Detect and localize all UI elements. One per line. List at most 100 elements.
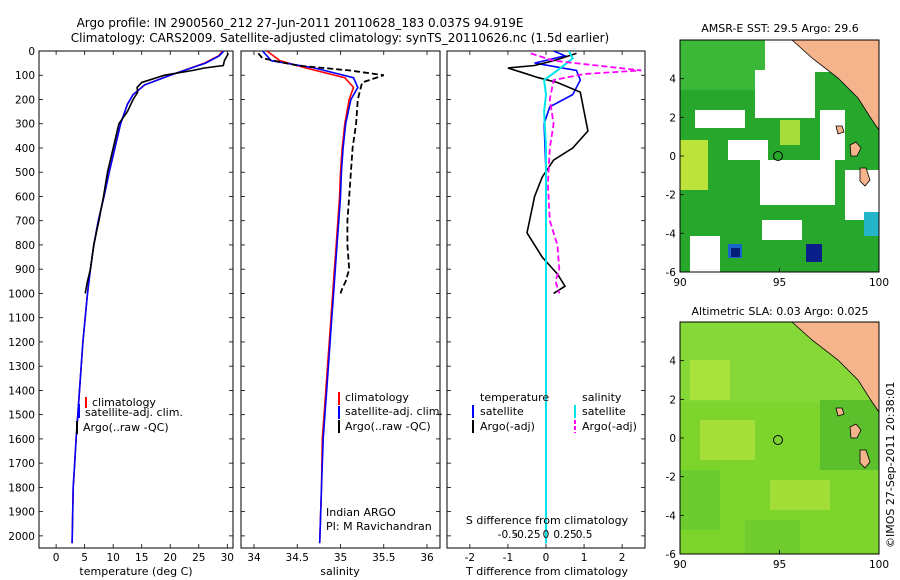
x-tick-label: 36 <box>420 552 434 564</box>
sst-cloud-mask <box>820 110 845 160</box>
salinity-axes-frame <box>240 50 441 549</box>
sst-cloud-mask <box>690 236 720 272</box>
island-land <box>849 141 862 157</box>
y-tick-label: 100 <box>15 70 35 82</box>
x-tick-label: 0 <box>53 552 60 564</box>
legend-s-satellite-label: satellite <box>582 405 626 418</box>
x-tick-label: 2 <box>619 552 626 564</box>
series-s-argo-adj- <box>530 52 642 294</box>
map-x-tick-label: 90 <box>673 277 686 289</box>
y-tick-label: 0 <box>28 46 35 58</box>
map-y-tick-label: 2 <box>669 112 676 124</box>
series-satellite-adj-clim- <box>262 51 359 544</box>
legend-argo-label: Argo(..raw -QC) <box>345 420 431 433</box>
map-y-tick-label: 2 <box>669 394 676 406</box>
legend-climatology-label: climatology <box>345 391 409 404</box>
sst-cloud-mask <box>728 140 768 160</box>
sla-high-patch <box>690 360 730 400</box>
series-argo-raw-qc- <box>84 53 230 294</box>
y-tick-label: 400 <box>15 143 35 155</box>
island-land <box>835 125 845 135</box>
legend-satellite-label: satellite-adj. clim. <box>85 406 183 419</box>
map-y-tick-label: 4 <box>669 356 676 368</box>
y-tick-label: 500 <box>15 167 35 179</box>
y-tick-label: 1500 <box>8 410 35 422</box>
series-s-satellite <box>543 51 574 544</box>
sla-field-patch <box>680 470 720 530</box>
figure-title-line1: Argo profile: IN 2900560_212 27-Jun-2011… <box>77 16 524 30</box>
sst-warm-patch <box>780 120 800 145</box>
y-tick-label: 2000 <box>8 531 35 543</box>
map-y-tick-label: -4 <box>666 228 677 240</box>
map-y-tick-label: -2 <box>666 472 676 484</box>
y-tick-label: 800 <box>15 240 35 252</box>
map-x-tick-label: 95 <box>773 559 786 571</box>
x-tick-label: 35 <box>334 552 347 564</box>
y-tick-label: 1600 <box>8 434 35 446</box>
argo-location-marker <box>773 435 783 445</box>
x-tick-label: 35.5 <box>372 552 395 564</box>
salinity-legend: climatology satellite-adj. clim. Argo(..… <box>338 391 443 433</box>
sst-cloud-mask <box>755 70 815 118</box>
y-tick-label: 1300 <box>8 361 35 373</box>
island-land <box>849 423 862 439</box>
legend-satellite-label: satellite-adj. clim. <box>345 405 443 418</box>
legend-t-satellite-label: satellite <box>480 405 524 418</box>
argo-location-marker <box>773 151 783 161</box>
map-y-tick-label: 4 <box>669 74 676 86</box>
sst-cloud-mask <box>760 160 835 205</box>
island-land <box>859 167 871 187</box>
x-tick-label: 34 <box>247 552 261 564</box>
y-tick-label: 1800 <box>8 482 35 494</box>
legend-temperature-heading: temperature <box>480 391 549 404</box>
y-tick-label: 1400 <box>8 385 35 397</box>
y-tick-label: 1700 <box>8 458 35 470</box>
island-land <box>835 407 845 417</box>
x-tick-label: 15 <box>135 552 148 564</box>
imos-credit: ©IMOS 27-Sep-2011 20:38:01 <box>884 382 897 548</box>
map-x-tick-label: 95 <box>773 277 786 289</box>
map-x-tick-label: 100 <box>869 277 889 289</box>
temperature-panel: 0100200300400500600700800900100011001200… <box>8 46 234 578</box>
map-y-tick-label: -2 <box>666 190 676 202</box>
sumatra-land <box>791 40 879 131</box>
s-diff-tick-label: 0.25 <box>553 529 576 541</box>
legend-salinity-heading: salinity <box>582 391 622 404</box>
y-tick-label: 200 <box>15 94 35 106</box>
series-climatology <box>266 51 355 544</box>
legend-s-argo-label: Argo(-adj) <box>582 420 637 433</box>
map-y-tick-label: -6 <box>666 549 677 561</box>
y-tick-label: 700 <box>15 216 35 228</box>
annotation-pi: PI: M Ravichandran <box>326 520 432 533</box>
x-tick-label: 5 <box>81 552 88 564</box>
sla-high-patch <box>700 420 755 460</box>
s-diff-tick-label: 0 <box>543 529 550 541</box>
sla-low-patch <box>820 400 879 470</box>
sst-warm-patch <box>680 140 708 190</box>
map-y-tick-label: 0 <box>669 151 676 163</box>
sla-map: Altimetric SLA: 0.03 Argo: 0.025 90 95 100… <box>666 305 890 571</box>
legend-climatology-label: climatology <box>92 396 156 409</box>
difference-legend: temperature satellite Argo(-adj) salinit… <box>472 391 637 433</box>
sst-map: AMSR-E SST: 29.5 Argo: 29.6 <box>666 22 890 289</box>
y-tick-label: 1000 <box>8 288 35 300</box>
y-tick-label: 900 <box>15 264 35 276</box>
x-tick-label: 34.5 <box>286 552 309 564</box>
t-difference-xlabel: T difference from climatology <box>465 565 628 578</box>
y-tick-label: 300 <box>15 119 35 131</box>
y-tick-label: 1100 <box>8 313 35 325</box>
sla-field-patch <box>745 520 800 554</box>
s-difference-xlabel: S difference from climatology <box>466 514 629 527</box>
s-diff-tick-label: -0.5 <box>498 529 519 541</box>
difference-panel: -2 -1 0 1 2 -0.5-0.25 0 0.250.5 S difference fr… <box>446 50 646 578</box>
s-diff-tick-label: 0.5 <box>576 529 593 541</box>
sst-cool-patch <box>731 248 740 257</box>
map-x-tick-label: 100 <box>869 559 889 571</box>
map-y-tick-label: -4 <box>666 510 677 522</box>
salinity-panel: 34 34.5 35 35.5 36 salinity climatology sate… <box>240 50 443 578</box>
sst-cloud-mask <box>695 110 745 128</box>
x-tick-label: 10 <box>106 552 119 564</box>
y-tick-label: 600 <box>15 191 35 203</box>
figure-title-line2: Climatology: CARS2009. Satellite-adjuste… <box>71 31 609 45</box>
annotation-indian-argo: Indian ARGO <box>326 506 396 519</box>
